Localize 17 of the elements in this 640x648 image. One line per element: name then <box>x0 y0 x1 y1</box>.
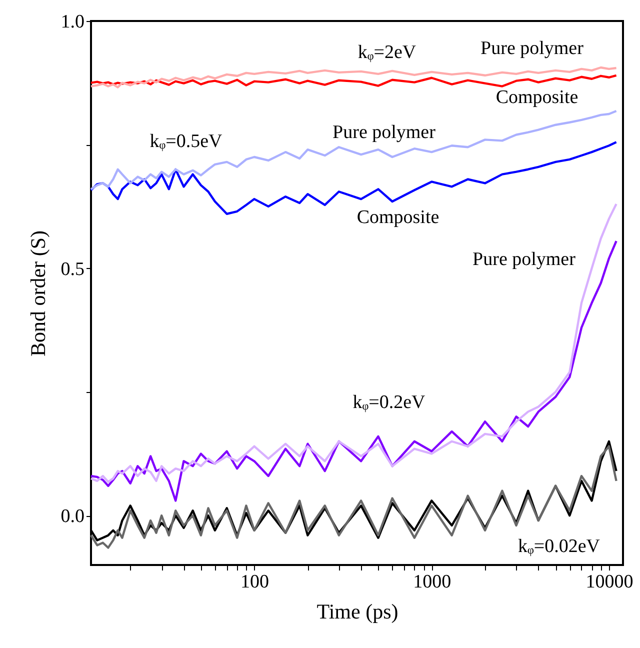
annotation: Pure polymer <box>332 122 436 143</box>
x-tick-label: 10000 <box>586 572 634 592</box>
annotation: Composite <box>356 207 440 228</box>
annotation: Pure polymer <box>480 38 584 59</box>
y-tick-label: 0.5 <box>60 258 84 280</box>
annotation: Composite <box>496 87 578 108</box>
y-tick-label: 0.0 <box>60 506 84 528</box>
x-tick-label: 100 <box>240 572 270 592</box>
y-axis-title: Bond order (S) <box>26 230 50 356</box>
annotation: kᵩ=2eV <box>358 42 416 63</box>
annotation: kᵩ=0.5eV <box>150 131 223 152</box>
x-axis-title: Time (ps) <box>316 600 398 624</box>
annotation: Pure polymer <box>472 249 576 270</box>
x-tick-label: 1000 <box>413 572 452 592</box>
annotation: kᵩ=0.2eV <box>352 392 426 413</box>
y-tick-label: 1.0 <box>60 12 84 32</box>
annotation: kᵩ=0.02eV <box>518 536 600 557</box>
